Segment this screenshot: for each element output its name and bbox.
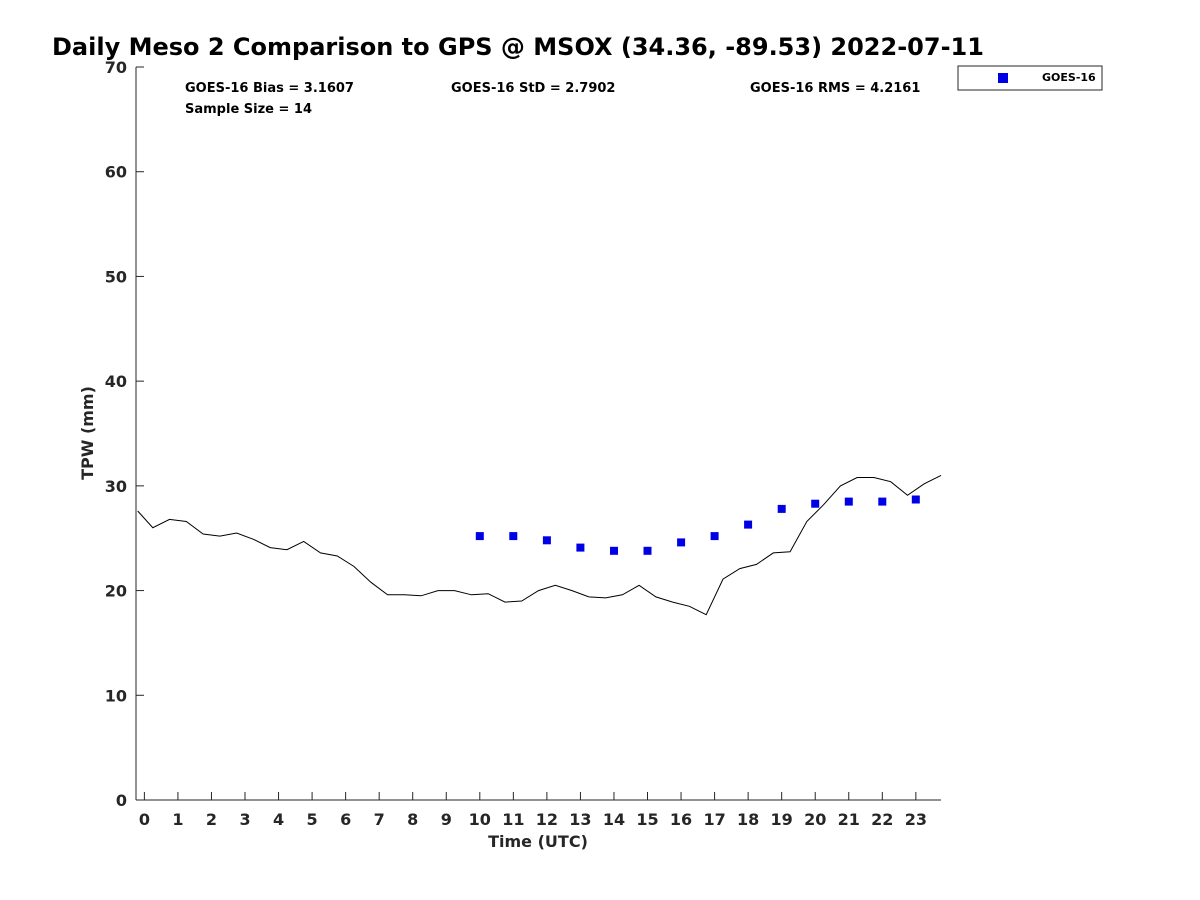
- goes16-marker-14: [610, 546, 618, 555]
- x-tick-label: 12: [536, 810, 558, 829]
- goes16-marker-13: [576, 543, 585, 552]
- x-tick-label: 2: [206, 810, 217, 829]
- x-tick-label: 13: [569, 810, 591, 829]
- bias-annotation: GOES-16 Bias = 3.1607: [185, 81, 354, 96]
- x-tick-label: 18: [737, 810, 759, 829]
- x-tick-label: 23: [905, 810, 927, 829]
- goes16-marker-16: [677, 538, 686, 547]
- std-annotation: GOES-16 StD = 2.7902: [451, 81, 615, 96]
- y-tick-label: 30: [105, 477, 127, 496]
- x-tick-label: 15: [636, 810, 658, 829]
- goes16-marker-20: [811, 499, 820, 508]
- x-tick-label: 7: [374, 810, 385, 829]
- goes16-marker-12: [542, 536, 551, 545]
- goes16-marker-11: [509, 532, 518, 541]
- legend-label-goes16: GOES-16: [1042, 71, 1096, 84]
- x-tick-label: 19: [771, 810, 793, 829]
- x-tick-label: 21: [838, 810, 860, 829]
- x-axis-ticks: 0 1 2 3 4 5 6 7 8 9 10 11 12 13 14 15 16 17 18 19 20 21 22 23: [139, 792, 927, 829]
- goes16-marker-17: [710, 532, 719, 541]
- legend-marker-goes16: [998, 73, 1008, 83]
- x-tick-label: 1: [172, 810, 183, 829]
- legend: GOES-16: [957, 65, 1103, 91]
- x-axis-label: Time (UTC): [488, 832, 588, 851]
- chart-title: Daily Meso 2 Comparison to GPS @ MSOX (3…: [52, 33, 984, 61]
- gps-line-layer: [137, 474, 942, 616]
- goes16-marker-layer: [475, 495, 920, 555]
- y-tick-label: 10: [105, 686, 127, 705]
- x-tick-label: 17: [703, 810, 725, 829]
- legend-box: [957, 65, 1103, 91]
- y-axis-ticks: 0 10 20 30 40 50 60 70: [105, 58, 144, 810]
- y-axis-label: TPW (mm): [78, 386, 97, 480]
- stats-annotations: GOES-16 Bias = 3.1607 GOES-16 StD = 2.79…: [185, 81, 920, 117]
- x-tick-label: 9: [441, 810, 452, 829]
- rms-annotation: GOES-16 RMS = 4.2161: [750, 81, 920, 96]
- x-tick-label: 10: [469, 810, 491, 829]
- sample-size-annotation: Sample Size = 14: [185, 102, 312, 117]
- x-tick-label: 8: [407, 810, 418, 829]
- x-tick-label: 20: [804, 810, 826, 829]
- goes16-marker-23: [911, 495, 920, 504]
- x-tick-label: 0: [139, 810, 150, 829]
- y-tick-label: 40: [105, 372, 127, 391]
- gps-tpw-line: [137, 474, 942, 616]
- y-tick-label: 20: [105, 582, 127, 601]
- x-tick-label: 4: [273, 810, 284, 829]
- x-tick-label: 5: [307, 810, 318, 829]
- y-tick-label: 0: [116, 791, 127, 810]
- y-tick-label: 50: [105, 267, 127, 286]
- x-tick-label: 11: [502, 810, 524, 829]
- goes16-marker-10: [475, 532, 484, 541]
- goes16-marker-15: [643, 546, 652, 555]
- plot-area: 0 1 2 3 4 5 6 7 8 9 10 11 12 13 14 15 16 17 18 19 20 21 22 23 0…: [105, 58, 942, 829]
- y-tick-label: 60: [105, 163, 127, 182]
- y-tick-label: 70: [105, 58, 127, 77]
- goes16-marker-21: [844, 497, 853, 506]
- x-tick-label: 3: [239, 810, 250, 829]
- goes16-marker-18: [744, 520, 753, 529]
- x-tick-label: 16: [670, 810, 692, 829]
- goes16-marker-22: [878, 497, 887, 506]
- x-tick-label: 14: [603, 810, 625, 829]
- x-tick-label: 22: [871, 810, 893, 829]
- goes16-marker-19: [777, 504, 786, 513]
- x-tick-label: 6: [340, 810, 351, 829]
